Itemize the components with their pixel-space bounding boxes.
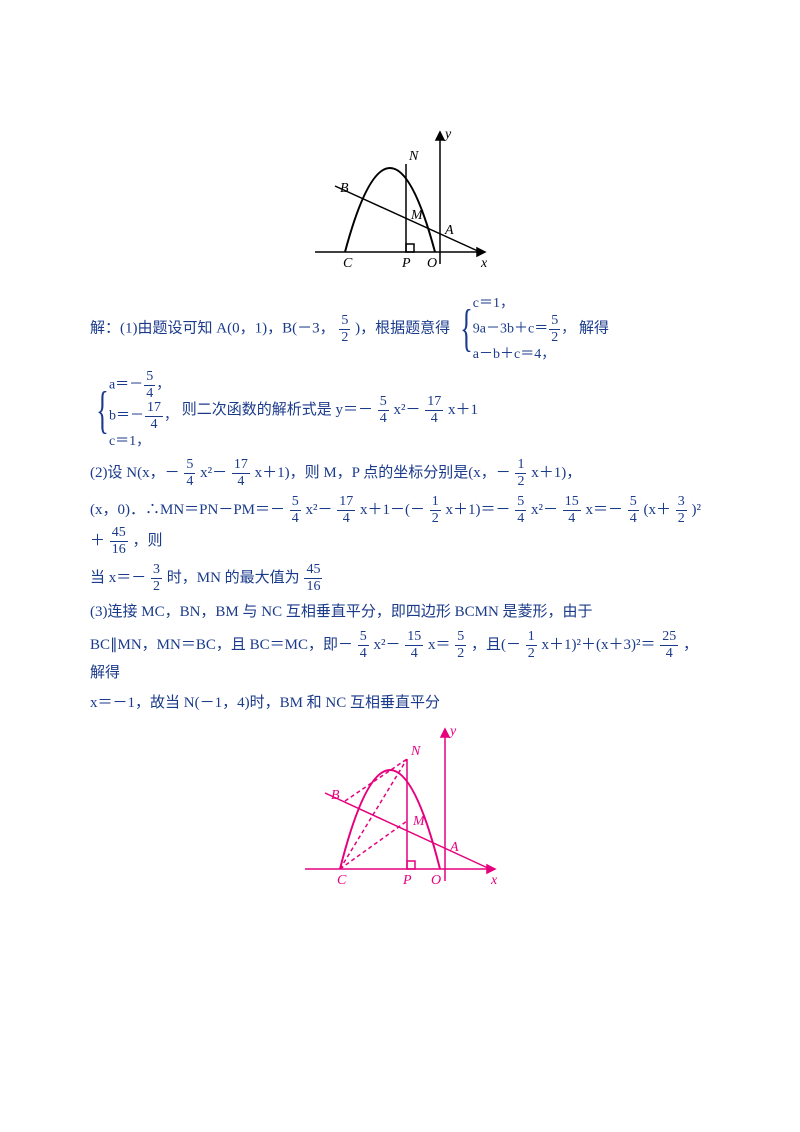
t1a: 解：(1)由题设可知 A(0，1)，B(－3， xyxy=(90,321,335,337)
t4d: x＋1)＝－ xyxy=(446,502,511,518)
t2a: 则二次函数的解析式是 y＝－ xyxy=(182,402,373,418)
t7c: x＝ xyxy=(428,637,451,653)
t5b: 时，MN 的最大值为 xyxy=(167,570,300,586)
t4i: ，则 xyxy=(133,533,163,549)
svg-text:M: M xyxy=(412,814,426,829)
frac-5-2: 52 xyxy=(339,314,350,345)
graph-svg-1: y x N M A B C P O xyxy=(305,124,495,274)
solution-line-5: 当 x＝－ 32 时，MN 的最大值为 4516 xyxy=(90,563,710,594)
t4f: x＝－ xyxy=(586,502,624,518)
t6: (3)连接 MC，BN，BM 与 NC 互相垂直平分，即四边形 BCMN 是菱形… xyxy=(90,604,593,620)
solution-line-3: (2)设 N(x，－ 54 x²－ 174 x＋1)，则 M，P 点的坐标分别是… xyxy=(90,458,710,489)
t1b: )，根据题意得 xyxy=(355,321,450,337)
t4e: x²－ xyxy=(531,502,558,518)
t4c: x＋1－(－ xyxy=(360,502,425,518)
svg-text:B: B xyxy=(340,181,349,196)
svg-text:O: O xyxy=(431,873,441,888)
svg-text:C: C xyxy=(337,873,347,888)
svg-text:x: x xyxy=(480,256,488,271)
frac-17-4a: 174 xyxy=(425,395,443,426)
svg-text:A: A xyxy=(444,223,454,238)
system-1: { c＝1， 9a－3b＋c＝52， a－b＋c＝4， xyxy=(454,294,575,364)
t4a: (x，0)．∴MN＝PN－PM＝－ xyxy=(90,502,285,518)
svg-text:N: N xyxy=(410,744,421,759)
solution-line-1: 解：(1)由题设可知 A(0，1)，B(－3， 52 )，根据题意得 { c＝1… xyxy=(90,294,710,364)
t3c: x＋1)，则 M，P 点的坐标分别是(x，－ xyxy=(255,465,511,481)
t4g: (x＋ xyxy=(644,502,672,518)
t7d: ，且(－ xyxy=(471,637,521,653)
t8: x＝－1，故当 N(－1，4)时，BM 和 NC 互相垂直平分 xyxy=(90,695,440,711)
t3b: x²－ xyxy=(200,465,227,481)
svg-text:P: P xyxy=(402,873,412,888)
t7b: x²－ xyxy=(373,637,400,653)
t3d: x＋1)， xyxy=(531,465,581,481)
solution-line-7: BC∥MN，MN＝BC，且 BC＝MC，即－ 54 x²－ 154 x＝ 52 … xyxy=(90,630,710,685)
svg-text:B: B xyxy=(331,788,340,803)
t5a: 当 x＝－ xyxy=(90,570,146,586)
svg-text:y: y xyxy=(448,724,457,739)
t2c: x＋1 xyxy=(448,402,478,418)
svg-text:C: C xyxy=(343,256,353,271)
system-2: { a＝－54， b＝－174， c＝1， xyxy=(90,370,178,452)
svg-text:P: P xyxy=(401,256,411,271)
solution-line-4: (x，0)．∴MN＝PN－PM＝－ 54 x²－ 174 x＋1－(－ 12 x… xyxy=(90,495,710,557)
solution-line-8: x＝－1，故当 N(－1，4)时，BM 和 NC 互相垂直平分 xyxy=(90,691,710,715)
t3a: (2)设 N(x，－ xyxy=(90,465,180,481)
svg-text:x: x xyxy=(490,873,498,888)
t2b: x²－ xyxy=(393,402,420,418)
svg-text:N: N xyxy=(408,149,419,164)
t4b: x²－ xyxy=(306,502,333,518)
svg-text:M: M xyxy=(410,208,424,223)
figure-2: y x N M A B C P O xyxy=(90,721,710,899)
t7a: BC∥MN，MN＝BC，且 BC＝MC，即－ xyxy=(90,637,353,653)
graph-svg-2: y x N M A B C P O xyxy=(295,721,505,891)
frac-5-4a: 54 xyxy=(378,395,389,426)
solution-line-6: (3)连接 MC，BN，BM 与 NC 互相垂直平分，即四边形 BCMN 是菱形… xyxy=(90,600,710,624)
svg-text:A: A xyxy=(449,840,459,855)
t7e: x＋1)²＋(x＋3)²＝ xyxy=(541,637,655,653)
svg-text:O: O xyxy=(427,256,437,271)
svg-text:y: y xyxy=(443,127,452,142)
solution-line-2: { a＝－54， b＝－174， c＝1， 则二次函数的解析式是 y＝－ 54 … xyxy=(90,370,710,452)
t1c: 解得 xyxy=(579,321,609,337)
figure-1: y x N M A B C P O xyxy=(90,124,710,282)
